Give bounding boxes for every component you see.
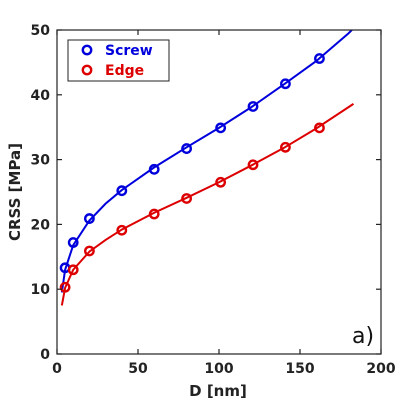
x-tick-label: 150	[285, 361, 314, 377]
data-point-edge	[247, 159, 259, 171]
data-point-edge	[67, 264, 79, 276]
x-tick-label: 100	[204, 361, 233, 377]
legend-label-edge: Edge	[105, 63, 144, 79]
data-point-edge	[314, 122, 325, 134]
data-point-screw	[280, 78, 291, 90]
axes: 0 50 100 150 200 0 10 20 30 40 50	[31, 23, 396, 377]
data-point-screw	[247, 101, 259, 112]
data-point-edge	[116, 224, 128, 236]
data-point-screw	[215, 122, 227, 134]
data-markers	[59, 53, 325, 293]
plot-area	[57, 30, 381, 354]
x-tick-label: 0	[52, 361, 62, 377]
data-point-screw	[116, 185, 128, 197]
legend-marker-edge	[81, 64, 93, 76]
data-point-screw	[84, 213, 95, 224]
data-point-edge	[280, 141, 291, 153]
x-tick-label: 200	[366, 361, 395, 377]
panel-label: a)	[352, 324, 374, 349]
y-tick-label: 40	[31, 88, 51, 104]
y-tick-label: 50	[31, 23, 51, 39]
y-tick-label: 10	[31, 282, 51, 298]
plot-background	[57, 30, 381, 354]
data-point-edge	[84, 245, 95, 257]
y-axis-label: CRSS [MPa]	[6, 143, 24, 241]
data-point-screw	[181, 143, 193, 154]
x-axis-label: D [nm]	[189, 382, 247, 400]
data-point-edge	[59, 281, 71, 293]
x-tick-label: 50	[128, 361, 148, 377]
data-point-screw	[314, 53, 325, 64]
legend-label-screw: Screw	[105, 43, 153, 59]
data-point-edge	[148, 208, 160, 220]
fit-line-screw	[60, 30, 353, 293]
fit-line-edge	[60, 103, 355, 306]
legend: Screw Edge	[67, 39, 170, 82]
y-tick-label: 30	[31, 153, 51, 169]
y-tick-label: 0	[40, 347, 50, 363]
fit-lines	[60, 30, 355, 306]
data-point-screw	[67, 237, 79, 248]
data-point-edge	[215, 176, 227, 188]
data-point-edge	[181, 193, 193, 204]
data-point-screw	[148, 163, 160, 175]
legend-marker-screw	[81, 44, 93, 56]
y-tick-label: 20	[31, 217, 51, 233]
